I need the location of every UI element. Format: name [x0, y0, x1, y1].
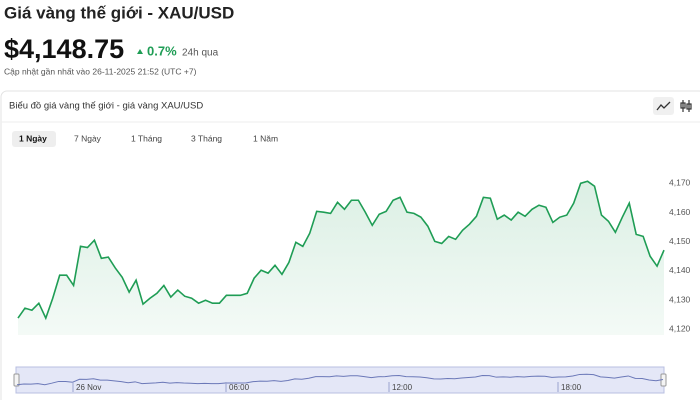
y-tick-label: 4,120: [669, 323, 691, 333]
price: $4,148.75: [4, 34, 124, 64]
y-tick-label: 4,160: [669, 207, 691, 217]
time-tab[interactable]: 1 Tháng: [131, 133, 162, 143]
panel-title: Biểu đồ giá vàng thế giới - giá vàng XAU…: [9, 101, 203, 112]
navigator-label: 26 Nov: [76, 383, 101, 392]
navigator-handle-left[interactable]: [13, 373, 20, 387]
navigator-label: 18:00: [561, 383, 582, 392]
y-tick-label: 4,140: [669, 265, 691, 275]
area: [18, 181, 664, 335]
time-tab[interactable]: 1 Ngày: [19, 133, 47, 143]
time-tab[interactable]: 7 Ngày: [74, 133, 102, 143]
price-line: [17, 180, 665, 321]
line-mode-button[interactable]: [653, 97, 674, 115]
time-tab[interactable]: 1 Năm: [253, 133, 278, 143]
page-title: Giá vàng thế giới - XAU/USD: [4, 3, 234, 22]
navigator-label: 06:00: [229, 383, 250, 392]
up-arrow: [137, 49, 143, 54]
line-icon: [656, 101, 671, 111]
candle-mode-button[interactable]: [680, 100, 692, 112]
y-tick-label: 4,170: [669, 178, 691, 188]
navigator-label: 12:00: [392, 383, 413, 392]
y-tick-label: 4,150: [669, 236, 691, 246]
period: 24h qua: [182, 48, 219, 59]
change: 0.7%: [147, 43, 177, 58]
y-tick-label: 4,130: [669, 294, 691, 304]
time-tab[interactable]: 3 Tháng: [191, 133, 222, 143]
updated: Cập nhật gần nhất vào 26-11-2025 21:52 (…: [4, 66, 197, 76]
navigator-line: [16, 373, 664, 386]
tab-active: [12, 131, 56, 147]
